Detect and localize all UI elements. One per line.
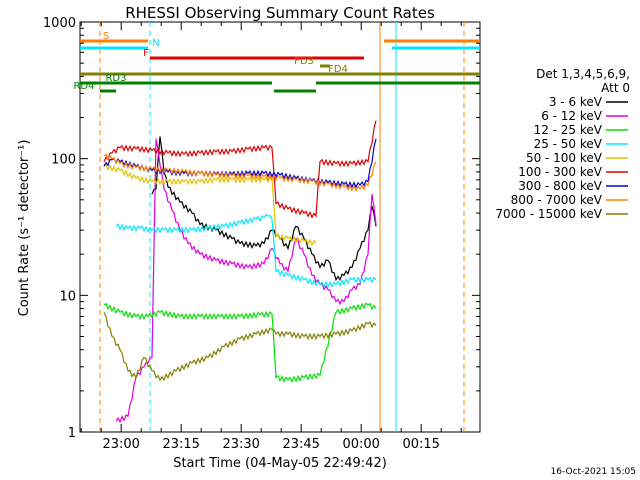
legend-label: 3 - 6 keV bbox=[549, 95, 603, 109]
x-tick-label: 23:00 bbox=[102, 437, 139, 452]
x-tick-label: 23:30 bbox=[222, 437, 259, 452]
series-line bbox=[151, 136, 377, 282]
legend-label: 6 - 12 keV bbox=[541, 109, 603, 123]
flag-label: FD4 bbox=[328, 64, 348, 75]
flag-label: RD3 bbox=[105, 73, 126, 84]
series-line bbox=[103, 163, 317, 247]
y-axis-label: Count Rate (s⁻¹ detector⁻¹) bbox=[17, 140, 32, 317]
legend-label: 7000 - 15000 keV bbox=[495, 207, 602, 221]
series-line bbox=[115, 213, 377, 289]
legend-label: 300 - 800 keV bbox=[518, 179, 602, 193]
legend-label: 12 - 25 keV bbox=[534, 123, 603, 137]
flag-label: S bbox=[103, 31, 109, 42]
x-tick-label: 23:45 bbox=[282, 437, 319, 452]
series-line bbox=[103, 120, 377, 219]
series-line bbox=[103, 302, 377, 384]
chart-title: RHESSI Observing Summary Count Rates bbox=[125, 4, 435, 22]
legend-label: 50 - 100 keV bbox=[526, 151, 603, 165]
legend-header: Att 0 bbox=[601, 81, 630, 95]
legend-label: 100 - 300 keV bbox=[518, 165, 602, 179]
flag-label: N bbox=[152, 38, 159, 49]
series-line bbox=[103, 153, 377, 193]
legend-label: 800 - 7000 keV bbox=[511, 193, 603, 207]
x-tick-label: 00:00 bbox=[342, 437, 379, 452]
legend-header: Det 1,3,4,5,6,9, bbox=[536, 67, 630, 81]
plot-frame bbox=[79, 21, 481, 433]
series-line bbox=[115, 138, 377, 424]
y-tick-label: 1000 bbox=[43, 16, 76, 31]
flag-label: RD4 bbox=[73, 81, 94, 92]
flag-label: FD3 bbox=[294, 56, 314, 67]
x-tick-label: 23:15 bbox=[162, 437, 199, 452]
plot-area: 1 10 100 1000 23:00 23:15 23:30 23:45 00:00 00:15… bbox=[43, 16, 481, 452]
y-tick-label: 10 bbox=[59, 289, 76, 304]
y-tick-label: 1 bbox=[68, 426, 76, 441]
legend-label: 25 - 50 keV bbox=[534, 137, 603, 151]
flag-label: F bbox=[143, 48, 149, 59]
footer-timestamp: 16-Oct-2021 15:05 bbox=[551, 467, 636, 477]
y-tick-label: 100 bbox=[51, 153, 76, 168]
series-line bbox=[103, 312, 377, 382]
x-axis-label: Start Time (04-May-05 22:49:42) bbox=[173, 456, 387, 471]
x-tick-label: 00:15 bbox=[402, 437, 439, 452]
